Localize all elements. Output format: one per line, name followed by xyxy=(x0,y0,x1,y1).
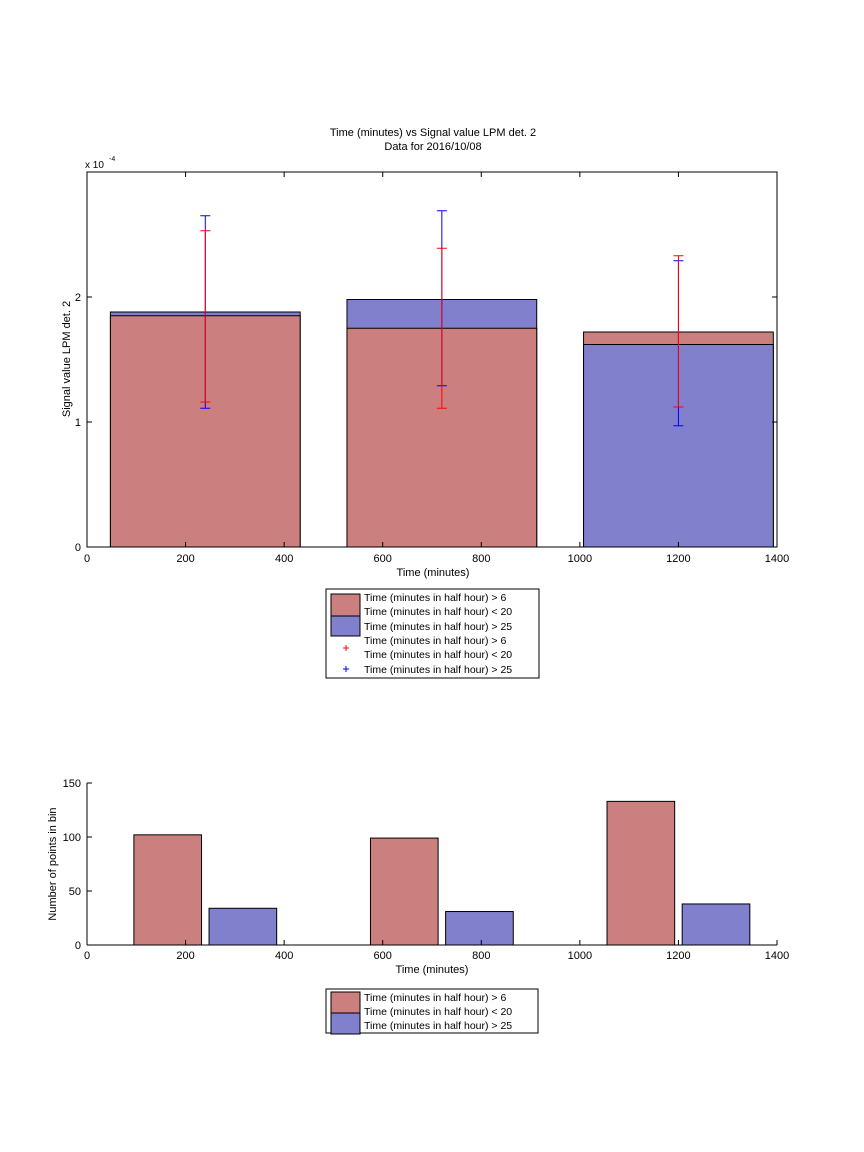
x-axis-label: Time (minutes) xyxy=(396,964,469,976)
chart-subtitle: Data for 2016/10/08 xyxy=(384,141,481,153)
top-legend: Time (minutes in half hour) > 6 Time (mi… xyxy=(325,588,540,679)
red-count-bar xyxy=(606,800,676,946)
plot-frame xyxy=(86,171,778,548)
chart-title: Time (minutes) vs Signal value LPM det. … xyxy=(330,127,536,139)
x-tick-label: 1000 xyxy=(568,553,592,565)
y-tick-label: 1 xyxy=(75,417,81,429)
red-error-bar xyxy=(436,247,447,409)
x-tick-label: 800 xyxy=(472,553,490,565)
y-axis-label: Signal value LPM det. 2 xyxy=(61,301,73,417)
x-tick-label: 1200 xyxy=(666,553,690,565)
y-tick-label: 150 xyxy=(63,778,81,790)
y-tick-label: 2 xyxy=(75,292,81,304)
y-exponent-base: x 10 xyxy=(85,160,104,171)
legend-label: Time (minutes in half hour) < 20 xyxy=(364,1006,512,1018)
x-tick-label: 1400 xyxy=(765,950,789,962)
top-axes xyxy=(86,171,778,548)
x-tick-label: 1200 xyxy=(666,950,690,962)
y-tick-label: 0 xyxy=(75,940,81,952)
y-tick-label: 0 xyxy=(75,542,81,554)
legend-label: Time (minutes in half hour) > 25 xyxy=(364,664,512,676)
top-y-tick-labels: 0 1 2 xyxy=(75,292,81,554)
x-tick-label: 800 xyxy=(472,950,490,962)
count-bar-chart: 0 200 400 600 800 1000 1200 1400 0 50 100 150 Time… xyxy=(47,778,789,976)
red-count-bar xyxy=(369,837,439,946)
legend-swatch-blue-bar xyxy=(330,615,361,637)
legend-swatch-blue-bar xyxy=(330,1012,361,1035)
bottom-legend: Time (minutes in half hour) > 6 Time (mi… xyxy=(325,988,539,1035)
legend-label: Time (minutes in half hour) > 6 xyxy=(364,592,506,604)
red-error-bar xyxy=(200,230,211,403)
bottom-axes xyxy=(86,782,778,946)
x-tick-label: 1000 xyxy=(568,950,592,962)
blue-count-bar xyxy=(208,907,278,946)
blue-count-bar xyxy=(681,903,751,946)
legend-marker-red xyxy=(343,645,349,651)
bottom-y-tick-labels: 0 50 100 150 xyxy=(63,778,81,952)
x-tick-label: 0 xyxy=(84,553,90,565)
signal-bar-chart: Time (minutes) vs Signal value LPM det. … xyxy=(61,127,789,579)
legend-swatch-red-bar xyxy=(330,991,361,1014)
x-tick-label: 200 xyxy=(176,950,194,962)
legend-box xyxy=(325,988,539,1034)
x-tick-label: 400 xyxy=(275,950,293,962)
red-count-bar xyxy=(133,834,203,946)
legend-label: Time (minutes in half hour) < 20 xyxy=(364,649,512,661)
legend-box xyxy=(325,588,540,679)
legend-label: Time (minutes in half hour) > 25 xyxy=(364,621,512,633)
bottom-bars-layer xyxy=(133,800,751,946)
x-tick-label: 1400 xyxy=(765,553,789,565)
bottom-x-tick-labels: 0 200 400 600 800 1000 1200 1400 xyxy=(84,950,789,962)
red-error-bar xyxy=(673,255,684,408)
top-x-tick-labels: 0 200 400 600 800 1000 1200 1400 xyxy=(84,553,789,565)
legend-label: Time (minutes in half hour) > 6 xyxy=(364,635,506,647)
x-axis-label: Time (minutes) xyxy=(397,567,470,579)
x-tick-label: 600 xyxy=(374,553,392,565)
y-exponent-power: -4 xyxy=(109,156,115,163)
legend-label: Time (minutes in half hour) < 20 xyxy=(364,606,512,618)
x-tick-label: 600 xyxy=(374,950,392,962)
x-tick-label: 400 xyxy=(275,553,293,565)
x-tick-label: 0 xyxy=(84,950,90,962)
top-bars-layer xyxy=(109,299,774,548)
y-tick-label: 100 xyxy=(63,832,81,844)
top-errorbars-layer xyxy=(200,210,684,427)
y-tick-label: 50 xyxy=(69,886,81,898)
legend-label: Time (minutes in half hour) > 6 xyxy=(364,992,506,1004)
blue-count-bar xyxy=(445,911,514,946)
legend-label: Time (minutes in half hour) > 25 xyxy=(364,1020,512,1032)
x-tick-label: 200 xyxy=(176,553,194,565)
legend-swatch-red-bar xyxy=(330,593,361,617)
legend-marker-blue xyxy=(343,666,349,672)
y-axis-label: Number of points in bin xyxy=(47,807,59,920)
top-y-exponent: x 10 -4 xyxy=(85,156,115,171)
